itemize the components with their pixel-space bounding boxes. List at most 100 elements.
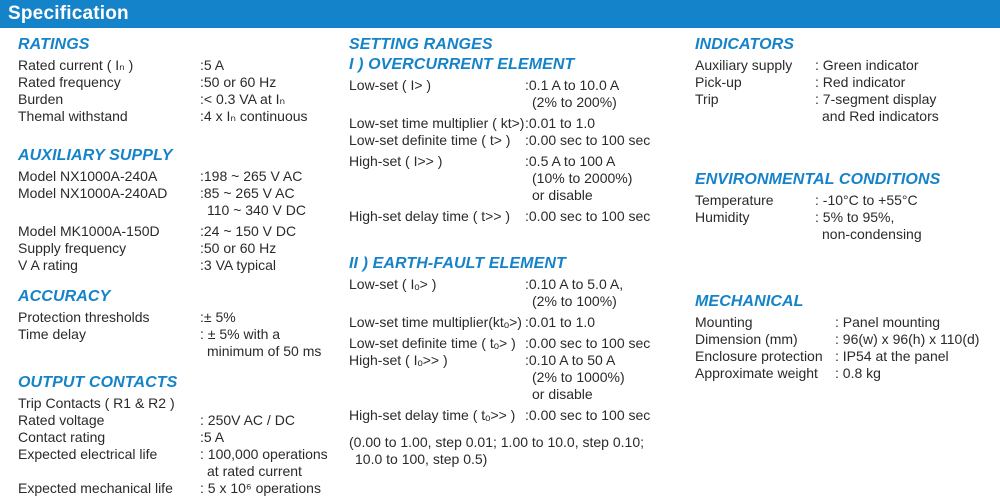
spec-value-line: minimum of 50 ms [207, 343, 322, 359]
spec-value: :3 VA typical [200, 257, 276, 274]
spec-value-line: non-condensing [822, 226, 922, 242]
spec-value-line: :4 x Iₙ continuous [200, 108, 308, 124]
spec-column-left: RATINGS Rated current ( Iₙ ):5 A Rated fre… [18, 36, 354, 497]
spec-label: Trip Contacts ( R1 & R2 ) [18, 395, 175, 411]
spec-value: : Panel mounting [835, 314, 940, 331]
spec-value: :0.10 A to 5.0 A, (2% to 100%) [525, 276, 623, 310]
spec-row: Temperature: -10°C to +55°C [695, 192, 997, 209]
section-heading-setting-ranges: SETTING RANGES [349, 36, 493, 53]
spec-value: :5 A [200, 429, 224, 446]
spec-value-line: : Panel mounting [835, 314, 941, 330]
spec-value-line: (2% to 200%) [532, 94, 617, 110]
spec-row: Trip Contacts ( R1 & R2 ) [18, 395, 354, 412]
spec-value-line: and Red indicators [822, 108, 939, 124]
spec-row: Low-set time multiplier(ktₒ>):0.01 to 1.… [349, 314, 683, 331]
spec-row: Model NX1000A-240AD :85 ~ 265 V AC 110 ~ 3… [18, 185, 354, 219]
spec-value: :85 ~ 265 V AC 110 ~ 340 V DC [200, 185, 306, 219]
spec-value-line: :0.00 sec to 100 sec [525, 132, 651, 148]
section-auxiliary-supply: AUXILIARY SUPPLY Model NX1000A-240A:198 ~… [18, 147, 354, 274]
spec-value: :5 A [200, 57, 224, 74]
spec-row: Pick-up: Red indicator [695, 74, 997, 91]
spec-row: Low-set ( Iₒ> ) :0.10 A to 5.0 A, (2% to 1… [349, 276, 683, 310]
spec-row: Low-set time multiplier ( kt>):0.01 to 1… [349, 115, 683, 132]
spec-row: Low-set ( I> ):0.1 A to 10.0 A (2% to 200… [349, 77, 683, 111]
section-heading-mechanical: MECHANICAL [695, 293, 804, 310]
spec-value-line: :0.01 to 1.0 [525, 314, 596, 330]
spec-value: : -10°C to +55°C [815, 192, 918, 209]
spec-value-line: : 100,000 operations [200, 446, 328, 462]
spec-label: Protection thresholds [18, 309, 150, 325]
spec-value: : Red indicator [815, 74, 905, 91]
spec-label: Contact rating [18, 429, 106, 445]
spec-value: : IP54 at the panel [835, 348, 949, 365]
spec-value-line: (2% to 1000%) [532, 369, 625, 385]
section-heading-ratings: RATINGS [18, 36, 90, 53]
spec-value-line: :0.00 sec to 100 sec [525, 407, 651, 423]
spec-value: :< 0.3 VA at Iₙ [200, 91, 285, 108]
spec-label: Rated current ( Iₙ ) [18, 57, 134, 73]
spec-value: :0.00 sec to 100 sec [525, 208, 650, 225]
section-setting-ranges: SETTING RANGES [349, 36, 683, 54]
spec-label: V A rating [18, 257, 78, 273]
spec-value-line: :5 A [200, 57, 225, 73]
spec-row: Supply frequency:50 or 60 Hz [18, 240, 354, 257]
spec-value-line: : Green indicator [815, 57, 919, 73]
spec-value-line: :24 ~ 150 V DC [200, 223, 297, 239]
section-heading-accuracy: ACCURACY [18, 288, 111, 305]
spec-column-middle: SETTING RANGES I ) OVERCURRENT ELEMENT Low… [349, 36, 683, 468]
spec-value-line: : Red indicator [815, 74, 906, 90]
spec-value-line: :0.01 to 1.0 [525, 115, 596, 131]
spec-value-line: :0.00 sec to 100 sec [525, 208, 651, 224]
spec-row: Rated frequency:50 or 60 Hz [18, 74, 354, 91]
spec-label: Model MK1000A-150D [18, 223, 160, 239]
spec-row: Model NX1000A-240A:198 ~ 265 V AC [18, 168, 354, 185]
spec-label: Model NX1000A-240AD [18, 185, 168, 201]
section-overcurrent: I ) OVERCURRENT ELEMENT Low-set ( I> ):0.… [349, 56, 683, 225]
spec-value: :50 or 60 Hz [200, 74, 276, 91]
spec-row: Mounting: Panel mounting [695, 314, 997, 331]
spec-label: Low-set ( Iₒ> ) [349, 276, 437, 292]
spec-label: High-set delay time ( t>> ) [349, 208, 511, 224]
note-line: (0.00 to 1.00, step 0.01; 1.00 to 10.0, … [349, 434, 644, 450]
spec-row: High-set delay time ( tₒ>> ):0.00 sec to… [349, 407, 683, 424]
spec-value-line: or disable [532, 386, 593, 402]
spec-value-line: at rated current [207, 463, 302, 479]
spec-value-line: : 5% to 95%, [815, 209, 895, 225]
spec-value-line: :± 5% [200, 309, 236, 325]
spec-value-line: : 96(w) x 96(h) x 110(d) [835, 331, 980, 347]
spec-value-line: 110 ~ 340 V DC [207, 202, 306, 218]
spec-value-line: : 7-segment display [815, 91, 937, 107]
spec-row: Expected electrical life: 100,000 operat… [18, 446, 354, 480]
section-heading-overcurrent: I ) OVERCURRENT ELEMENT [349, 56, 575, 73]
spec-row: V A rating :3 VA typical [18, 257, 354, 274]
spec-value-line: (2% to 100%) [532, 293, 617, 309]
section-heading-earth-fault: II ) EARTH-FAULT ELEMENT [349, 255, 566, 272]
spec-value-line: : ± 5% with a [200, 326, 281, 342]
section-output-contacts: OUTPUT CONTACTS Trip Contacts ( R1 & R2 )… [18, 374, 354, 497]
spec-label: Low-set definite time ( tₒ> ) [349, 335, 516, 351]
spec-value-line: (10% to 2000%) [532, 170, 633, 186]
spec-value-line: :50 or 60 Hz [200, 74, 277, 90]
spec-label: Low-set time multiplier(ktₒ>) [349, 314, 522, 330]
section-indicators: INDICATORS Auxiliary supply: Green indica… [695, 36, 997, 125]
spec-row: Low-set definite time ( t> ):0.00 sec to… [349, 132, 683, 149]
spec-value-line: :50 or 60 Hz [200, 240, 277, 256]
spec-value-line: : 0.8 kg [835, 365, 881, 381]
spec-label: Burden [18, 91, 64, 107]
spec-row: Burden :< 0.3 VA at Iₙ [18, 91, 354, 108]
spec-value: : 5 x 10⁶ operations [200, 480, 321, 497]
spec-label: Enclosure protection [695, 348, 823, 364]
spec-row: Humidity : 5% to 95%, non-condensing [695, 209, 997, 243]
page-title: Specification [8, 3, 129, 24]
spec-row: Expected mechanical life: 5 x 10⁶ operat… [18, 480, 354, 497]
spec-label: Dimension (mm) [695, 331, 798, 347]
spec-row: Rated current ( Iₙ ) :5 A [18, 57, 354, 74]
spec-value-line: :5 A [200, 429, 225, 445]
spec-value: :4 x Iₙ continuous [200, 108, 308, 125]
spec-value: :198 ~ 265 V AC [200, 168, 302, 185]
section-ratings: RATINGS Rated current ( Iₙ ) :5 A Rated fre… [18, 36, 354, 125]
spec-label: Humidity [695, 209, 750, 225]
spec-value: :± 5% [200, 309, 236, 326]
spec-row: Time delay: ± 5% with a minimum of 50 ms [18, 326, 354, 360]
